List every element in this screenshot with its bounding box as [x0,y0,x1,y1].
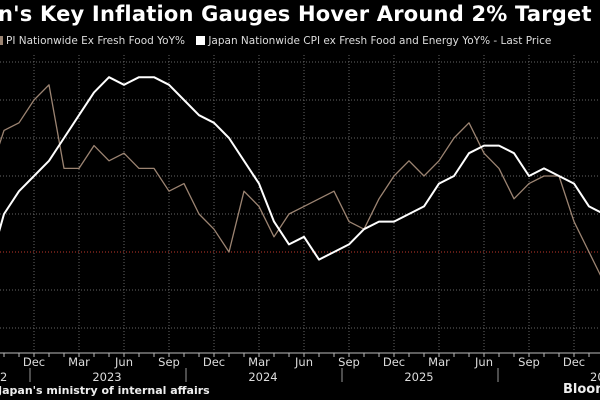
legend: PI Nationwide Ex Fresh Food YoY% Japan N… [0,35,551,47]
series-line-cpi-ex-fresh-food-energy [0,76,600,261]
x-tick-label: Dec [23,355,45,369]
x-tick-label: Jun [114,355,133,369]
x-tick-label: Jun [294,355,313,369]
legend-label: Japan Nationwide CPI ex Fresh Food and E… [208,35,552,47]
year-tick-label: 20 [590,370,600,384]
series-line-cpi-ex-fresh-food [0,84,600,276]
x-tick-label: Dec [203,355,225,369]
chart-title: n's Key Inflation Gauges Hover Around 2%… [0,2,592,26]
x-tick-label: Jun [474,355,493,369]
legend-label: PI Nationwide Ex Fresh Food YoY% [6,35,185,47]
year-tick-label: 2025 [404,370,433,384]
year-tick-label: 2 [0,370,7,384]
year-tick-label: 2024 [248,370,277,384]
legend-item-cpi-ex-fresh-food: PI Nationwide Ex Fresh Food YoY% [0,35,185,47]
source-note: Japan's ministry of internal affairs [0,384,210,397]
legend-item-cpi-core-core: Japan Nationwide CPI ex Fresh Food and E… [196,35,551,47]
x-tick-label: Sep [338,355,360,369]
x-tick-label: Sep [518,355,540,369]
brand-logo: Bloon [563,382,600,397]
x-tick-label: Mar [248,355,270,369]
x-tick-label: Mar [428,355,450,369]
x-tick-label: Dec [563,355,585,369]
x-tick-label: Sep [158,355,180,369]
legend-swatch [196,36,206,45]
x-tick-label: Mar [68,355,90,369]
year-tick-label: 2023 [92,370,121,384]
x-tick-label: Dec [383,355,405,369]
legend-swatch [0,36,3,45]
